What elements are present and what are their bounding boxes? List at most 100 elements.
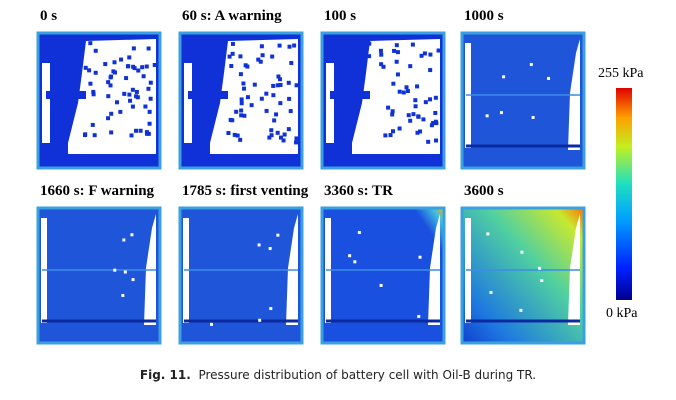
cell [410, 42, 415, 47]
cell [294, 136, 299, 141]
panel-label: 3360 s: TR [324, 183, 393, 199]
cell [268, 247, 272, 251]
cell [238, 137, 243, 142]
cell [405, 89, 410, 94]
cell [390, 109, 395, 114]
cell [348, 254, 352, 258]
cell [418, 129, 423, 134]
cell [93, 70, 98, 75]
cell [194, 41, 208, 151]
cell [540, 279, 544, 283]
cell [83, 65, 88, 70]
cell [390, 112, 395, 117]
cell [141, 74, 146, 79]
cell [92, 133, 97, 138]
cell [408, 64, 413, 69]
cell [397, 89, 402, 94]
cell [144, 64, 149, 69]
cell [143, 104, 148, 109]
panel-label: 100 s [324, 8, 357, 24]
cell [103, 62, 108, 67]
cell [242, 113, 247, 118]
cell [357, 230, 361, 234]
cell [433, 119, 438, 124]
heatmap [460, 206, 586, 345]
cell [135, 95, 140, 100]
cell [411, 112, 416, 117]
cell [436, 48, 441, 53]
cell [124, 76, 129, 81]
cell [336, 41, 350, 151]
colorbar [616, 88, 632, 300]
cell [502, 75, 506, 79]
cell [531, 115, 535, 119]
cell [106, 116, 111, 121]
cell [278, 82, 283, 87]
cell [275, 83, 280, 88]
cell [238, 54, 243, 59]
cell [404, 85, 409, 90]
cell [134, 89, 139, 94]
cell [259, 96, 264, 101]
cell [128, 98, 133, 103]
cell [146, 46, 151, 51]
cell [429, 123, 434, 128]
cell [109, 111, 114, 116]
cell [264, 108, 269, 113]
cell [106, 80, 111, 85]
cell [131, 278, 135, 282]
cell [257, 243, 261, 247]
cell [147, 121, 152, 126]
cell [91, 92, 96, 97]
cell [269, 307, 273, 311]
cell [378, 48, 383, 53]
cell [277, 43, 282, 48]
empty-region [42, 63, 50, 143]
cell [281, 138, 286, 143]
cell [392, 48, 397, 53]
cell [140, 65, 145, 70]
cell [90, 122, 95, 127]
cell [485, 114, 489, 118]
cell [529, 63, 533, 67]
cell [421, 117, 426, 122]
cell [288, 109, 293, 114]
cell [259, 44, 264, 49]
cell [431, 121, 436, 126]
cell [428, 52, 433, 57]
cell [241, 81, 246, 86]
cell [130, 87, 135, 92]
cell [275, 130, 280, 135]
cell [406, 113, 411, 118]
panel-label: 60 s: A warning [182, 8, 282, 24]
cell [269, 128, 274, 133]
cell [144, 131, 149, 136]
cell [87, 68, 92, 73]
panel-label: 0 s [40, 8, 58, 24]
cell [383, 133, 388, 138]
cell [112, 60, 117, 65]
cell [230, 41, 235, 46]
cell [276, 233, 280, 237]
cell [127, 55, 132, 60]
cell [93, 48, 98, 53]
cell [419, 53, 424, 58]
cell [394, 43, 399, 48]
cell [428, 97, 433, 102]
cell [274, 112, 279, 117]
heatmap [178, 206, 304, 345]
heatmap [36, 206, 162, 345]
cell [113, 268, 117, 272]
heatmap [460, 31, 586, 170]
cell [426, 139, 431, 144]
cell [379, 62, 384, 67]
cell [520, 250, 524, 254]
cell [282, 132, 287, 137]
cell [293, 140, 298, 145]
cell [434, 138, 439, 143]
cell [52, 41, 66, 151]
cell [416, 114, 421, 119]
caption-text: Pressure distribution of battery cell wi… [198, 368, 537, 382]
cell [267, 135, 272, 140]
cell [258, 318, 262, 322]
